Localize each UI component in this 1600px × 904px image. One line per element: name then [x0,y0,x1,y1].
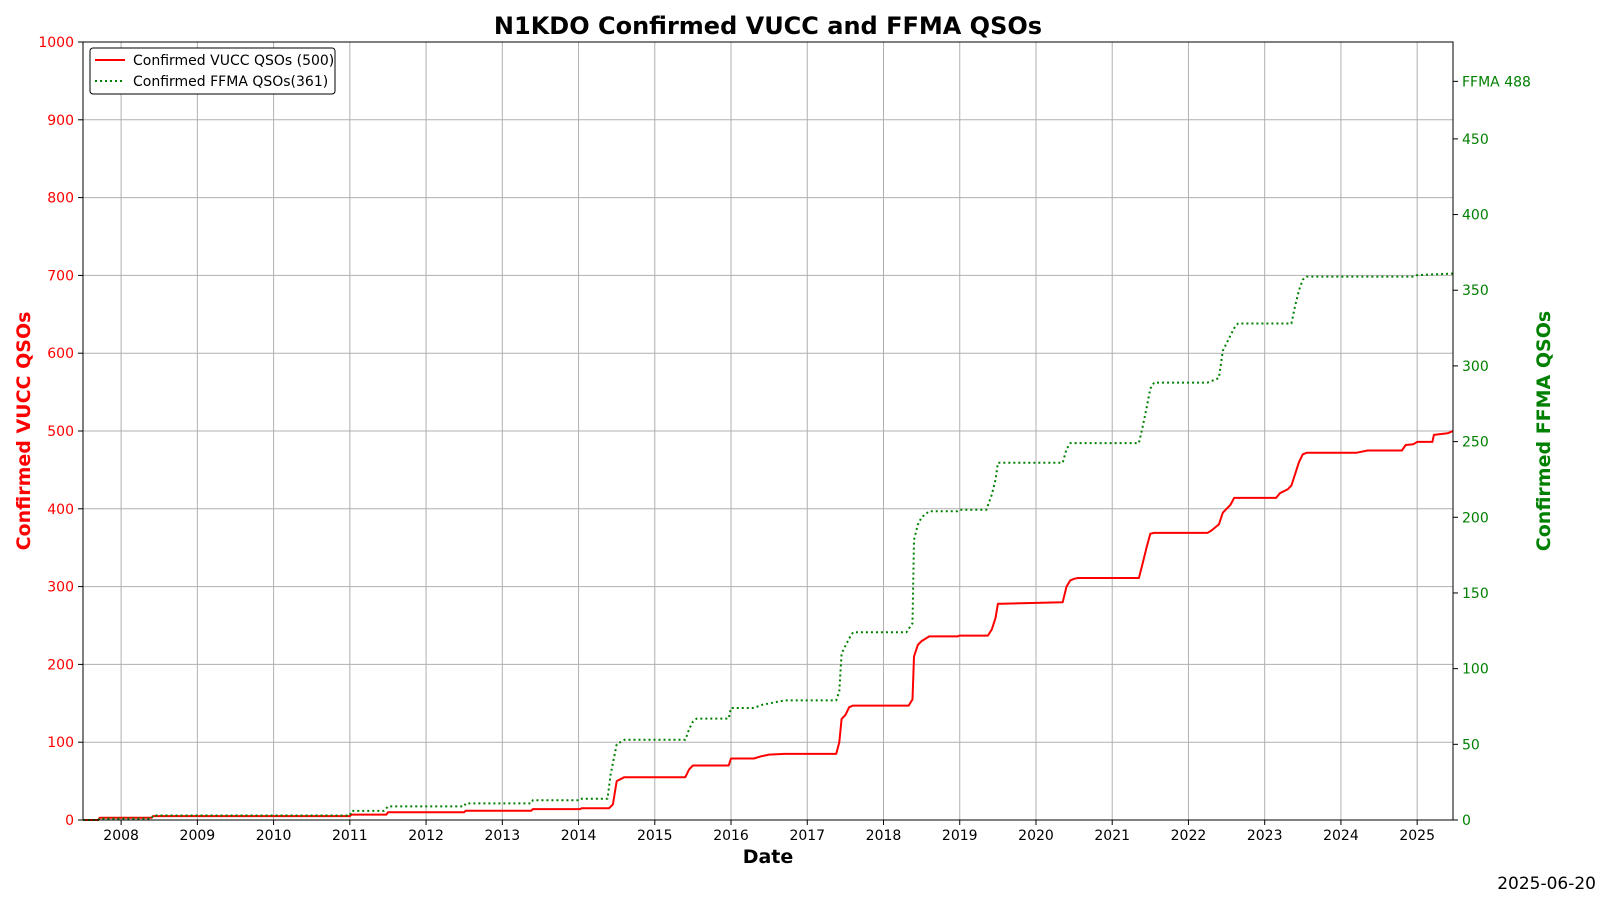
y-right-tick-label: 450 [1462,132,1489,148]
x-tick-label: 2021 [1094,828,1130,844]
y-left-tick-label: 200 [47,657,74,673]
y-axis-right-label: Confirmed FFMA QSOs [1533,311,1555,551]
y-left-tick-label: 600 [47,346,74,362]
legend-label-ffma: Confirmed FFMA QSOs(361) [133,74,328,90]
x-tick-label: 2012 [408,828,444,844]
axes: 2008 2009 2010 2011 2012 2013 2014 2015 2016 2017… [38,35,1531,844]
x-tick-label: 2013 [484,828,520,844]
x-tick-label: 2008 [103,828,139,844]
y-left-tick-label: 900 [47,113,74,129]
y-left-tick-label: 500 [47,424,74,440]
x-tick-label: 2023 [1247,828,1283,844]
y-right-tick-label: 300 [1462,359,1489,375]
x-tick-label: 2009 [180,828,216,844]
y-left-tick-label: 300 [47,580,74,596]
y-right-tick-label: 350 [1462,283,1489,299]
x-tick-label: 2017 [789,828,825,844]
legend-box [89,47,336,95]
series-layer [83,272,1454,821]
y-left-tick-label: 100 [47,735,74,751]
series-line-ffma [83,272,1454,821]
x-tick-label: 2015 [637,828,673,844]
x-tick-label: 2011 [332,828,368,844]
legend: Confirmed VUCC QSOs (500) Confirmed FFMA… [89,47,336,95]
chart-title: N1KDO Confirmed VUCC and FFMA QSOs [494,12,1042,40]
y-left-tick-label: 700 [47,268,74,284]
y-right-tick-label: 400 [1462,208,1489,224]
x-tick-label: 2014 [561,828,597,844]
y-axis-left-label: Confirmed VUCC QSOs [13,312,35,551]
x-tick-label: 2022 [1171,828,1207,844]
x-tick-label: 2019 [942,828,978,844]
legend-label-vucc: Confirmed VUCC QSOs (500) [133,53,334,69]
x-tick-label: 2024 [1323,828,1359,844]
y-right-tick-label: 250 [1462,435,1489,451]
series-line-vucc [83,430,1454,821]
x-tick-label: 2025 [1399,828,1435,844]
y-left-tick-label: 800 [47,191,74,207]
x-tick-label: 2016 [713,828,749,844]
y-right-annotation: FFMA 488 [1462,74,1531,90]
y-right-tick-label: 150 [1462,586,1489,602]
footer-date: 2025-06-20 [1497,874,1596,894]
x-axis-label: Date [743,846,794,868]
y-right-tick-label: 0 [1462,813,1471,829]
x-tick-label: 2010 [256,828,292,844]
x-tick-label: 2020 [1018,828,1054,844]
y-left-tick-label: 1000 [38,35,74,51]
y-right-tick-label: 50 [1462,737,1480,753]
y-right-tick-label: 200 [1462,510,1489,526]
x-tick-label: 2018 [866,828,902,844]
y-right-tick-label: 100 [1462,662,1489,678]
y-left-tick-label: 0 [65,813,74,829]
y-left-tick-label: 400 [47,502,74,518]
